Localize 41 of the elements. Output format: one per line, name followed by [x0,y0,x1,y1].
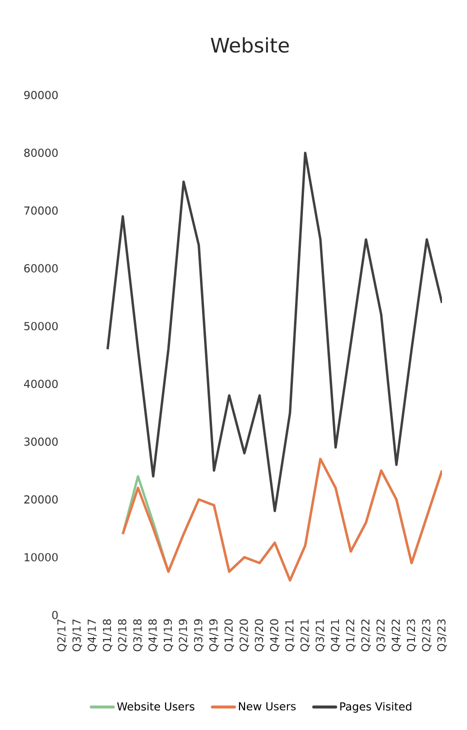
x-tick-label: Q3/19 [194,619,204,652]
y-tick-label: 10000 [24,553,58,562]
y-tick-label: 60000 [24,264,58,272]
x-tick-label: Q4/21 [330,620,340,652]
x-tick-label: Q1/20 [224,619,234,652]
x-tick-label: Q3/20 [254,619,264,652]
x-tick-label: Q3/21 [316,620,326,652]
x-tick-label: Q4/18 [148,619,158,652]
line-series [106,152,442,512]
x-tick-label: Q1/21 [285,620,295,652]
x-tick-label: Q2/17 [57,619,67,652]
legend-label: Pages Visited [340,702,412,713]
x-tick-label: Q4/22 [392,620,402,652]
x-tick-label: Q4/19 [209,619,219,652]
y-tick-label: 20000 [24,495,58,504]
x-tick-label: Q3/17 [72,619,82,652]
y-tick-label: 70000 [24,206,58,215]
x-tick-label: Q2/20 [240,619,250,652]
legend-label: New Users [238,702,296,710]
y-tick-label: 0 [52,610,58,620]
x-tick-label: Q2/18 [118,619,128,652]
x-tick-label: Q4/20 [270,619,280,652]
x-tick-label: Q1/19 [164,619,174,652]
y-tick-label: 80000 [24,148,58,157]
x-tick-label: Q1/22 [346,620,356,652]
x-tick-label: Q4/17 [88,619,98,652]
x-tick-label: Q3/22 [376,620,386,652]
chart-title: Website [210,37,289,53]
legend-label: Website Users [117,702,194,711]
y-tick-label: 90000 [24,90,58,100]
x-tick-label: Q2/23 [422,619,432,652]
x-tick-label: Q1/18 [102,619,112,652]
x-tick-label: Q3/23 [437,619,447,652]
x-tick-label: Q2/22 [361,620,371,652]
y-tick-label: 40000 [24,380,58,388]
y-tick-label: 50000 [24,322,58,330]
y-tick-label: 30000 [24,438,58,446]
x-tick-label: Q1/23 [406,619,416,652]
x-tick-label: Q3/18 [133,619,143,652]
x-tick-label: Q2/19 [178,619,188,652]
x-tick-label: Q2/21 [300,620,310,652]
